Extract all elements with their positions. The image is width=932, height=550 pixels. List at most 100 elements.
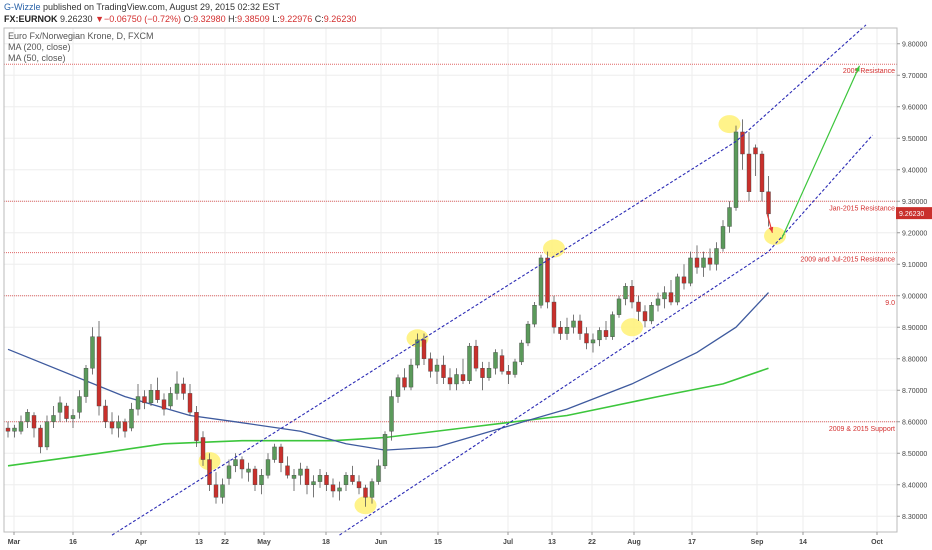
candle-body <box>460 374 466 381</box>
candle-body <box>57 402 63 413</box>
y-tick-label: 8.30000 <box>902 514 927 521</box>
candle-body <box>408 364 414 388</box>
candle-body <box>12 427 17 432</box>
x-tick-label: 13 <box>548 539 556 546</box>
candle-body <box>246 468 251 473</box>
candle-body <box>168 393 173 407</box>
candle-body <box>512 361 518 375</box>
candle-body <box>733 131 739 208</box>
candle-body <box>350 475 355 482</box>
candle-body <box>272 446 277 460</box>
projection-arrow-up-head <box>855 65 860 72</box>
legend-title: Euro Fx/Norwegian Krone, D, FXCM <box>8 31 154 41</box>
high-label: H: <box>228 14 238 24</box>
x-tick-label: Aug <box>627 539 641 546</box>
level-label: Jan-2015 Resistance <box>829 205 895 212</box>
candle-body <box>441 364 446 378</box>
candle-body <box>369 481 375 498</box>
level-label: 2009 & 2015 Support <box>829 426 895 433</box>
y-tick-label: 9.80000 <box>902 41 927 48</box>
x-tick-label: Oct <box>871 539 883 546</box>
projection-arrows <box>766 65 861 240</box>
candle-body <box>259 475 264 485</box>
candle-body <box>116 421 121 429</box>
candle-body <box>122 421 128 432</box>
x-tick-label: Mar <box>8 539 21 546</box>
candle-body <box>389 396 394 432</box>
y-tick-label: 9.00000 <box>902 293 927 300</box>
channel-upper-line <box>111 24 867 536</box>
candle-body <box>5 427 11 432</box>
y-tick-label: 8.40000 <box>902 482 927 489</box>
candle-body <box>714 248 719 265</box>
candle-body <box>155 390 160 400</box>
candle-body <box>421 339 427 359</box>
projection-arrow-up-shaft <box>780 65 861 240</box>
plot-frame <box>3 27 898 533</box>
candle-body <box>382 434 388 467</box>
candle-body <box>239 459 245 470</box>
x-tick-label: 17 <box>688 539 696 546</box>
highlight-circle <box>764 226 786 245</box>
candle-body <box>629 286 635 303</box>
candle-body <box>564 327 570 334</box>
candle-body <box>746 153 752 192</box>
candle-body <box>551 301 557 328</box>
close-value: 9.26230 <box>323 14 357 24</box>
ma50-line <box>7 292 769 451</box>
x-tick-label: 14 <box>799 539 807 546</box>
y-tick-label: 8.80000 <box>902 356 927 363</box>
candle-body <box>753 147 758 155</box>
candle-body <box>701 257 706 268</box>
y-tick-label: 9.40000 <box>902 167 927 174</box>
ohlc-header: FX:EURNOK 9.26230 ▼−0.06750 (−0.72%) O:9… <box>4 14 356 24</box>
open-label: O: <box>183 14 194 24</box>
candle-body <box>343 475 349 485</box>
last-price-tag <box>896 207 932 220</box>
candle-body <box>90 336 95 369</box>
x-tick-label: Jun <box>375 539 387 546</box>
candle-body <box>252 468 258 485</box>
candle-body <box>278 446 284 463</box>
candle-body <box>291 475 297 479</box>
low-value: 9.22976 <box>279 14 313 24</box>
author-link[interactable]: G-Wizzle <box>4 2 41 12</box>
candle-body <box>363 487 368 498</box>
high-value: 9.38509 <box>237 14 270 24</box>
candle-body <box>467 345 472 381</box>
candle-body <box>636 301 641 312</box>
candle-body <box>194 412 199 441</box>
candle-body <box>447 377 453 385</box>
x-tick-label: 16 <box>69 539 77 546</box>
candle-body <box>610 314 615 337</box>
level-label: 2009 Resistance <box>843 68 895 75</box>
candle-body <box>213 484 219 498</box>
candle-body <box>187 393 193 413</box>
candle-body <box>538 257 544 306</box>
candle-body <box>129 408 134 429</box>
candle-body <box>103 405 108 422</box>
candle-body <box>77 396 82 413</box>
candle-body <box>759 153 765 192</box>
x-tick-label: Sep <box>751 539 764 546</box>
horizontal-levels: 2009 Resistance Jan-2015 Resistance 2009 a… <box>4 63 897 433</box>
last-price-tag-label: 9.26230 <box>899 211 924 218</box>
candle-body <box>181 383 186 394</box>
y-tick-label: 8.50000 <box>902 451 927 458</box>
candle-body <box>649 305 654 322</box>
candle-body <box>174 383 180 394</box>
candle-body <box>356 481 362 489</box>
x-tick-label: Jul <box>503 539 513 546</box>
candle-body <box>486 368 492 378</box>
highlight-circle <box>621 318 643 337</box>
candle-body <box>200 437 206 460</box>
candle-body <box>233 459 238 467</box>
y-tick-label: 9.70000 <box>902 73 927 80</box>
chart-header: G-Wizzle published on TradingView.com, A… <box>4 2 280 12</box>
projection-arrow-down-head <box>768 226 774 233</box>
candle-body <box>18 421 24 432</box>
x-tick-label: Apr <box>135 539 147 546</box>
candle-body <box>454 374 459 385</box>
candle-body <box>311 481 316 485</box>
